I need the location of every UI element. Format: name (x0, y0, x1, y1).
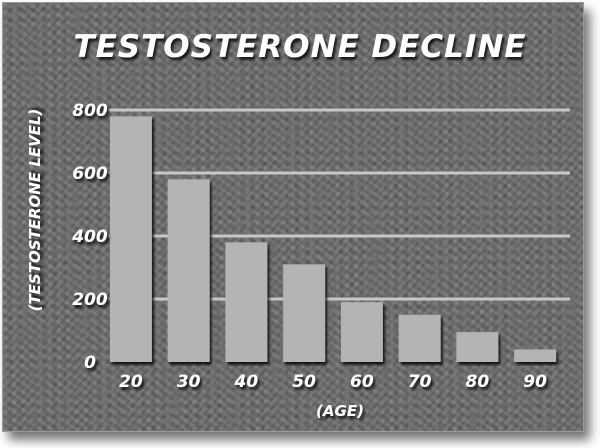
x-tick-label: 80 (466, 372, 490, 392)
x-tick-label: 50 (292, 372, 316, 392)
y-tick-label: 0 (84, 353, 96, 373)
x-tick-label: 90 (523, 372, 547, 392)
x-tick-label: 30 (177, 372, 201, 392)
chart-title: TESTOSTERONE DECLINE (73, 29, 526, 65)
x-axis-label: (AGE) (316, 402, 364, 420)
x-tick-label: 60 (350, 372, 374, 392)
y-tick-label: 800 (72, 101, 108, 121)
y-tick-label: 600 (72, 164, 108, 184)
chart-frame (2, 2, 584, 432)
y-tick-labels: 0 200 400 600 800 (71, 101, 108, 373)
x-tick-label: 70 (408, 372, 432, 392)
bar (167, 179, 210, 362)
x-tick-label: 20 (119, 372, 143, 392)
y-tick-label: 400 (71, 227, 108, 247)
bar (283, 264, 326, 362)
bar (456, 332, 499, 362)
y-axis-label: (TESTOSTERONE LEVEL) (26, 109, 44, 312)
bar (398, 314, 441, 362)
bar (340, 302, 383, 362)
bar (225, 242, 268, 362)
bar (514, 349, 557, 362)
y-tick-label: 200 (72, 290, 108, 310)
x-tick-label: 40 (234, 372, 259, 392)
bars (109, 116, 557, 362)
bar (109, 116, 152, 362)
x-tick-labels: 20 30 40 50 60 70 80 90 (119, 372, 547, 392)
